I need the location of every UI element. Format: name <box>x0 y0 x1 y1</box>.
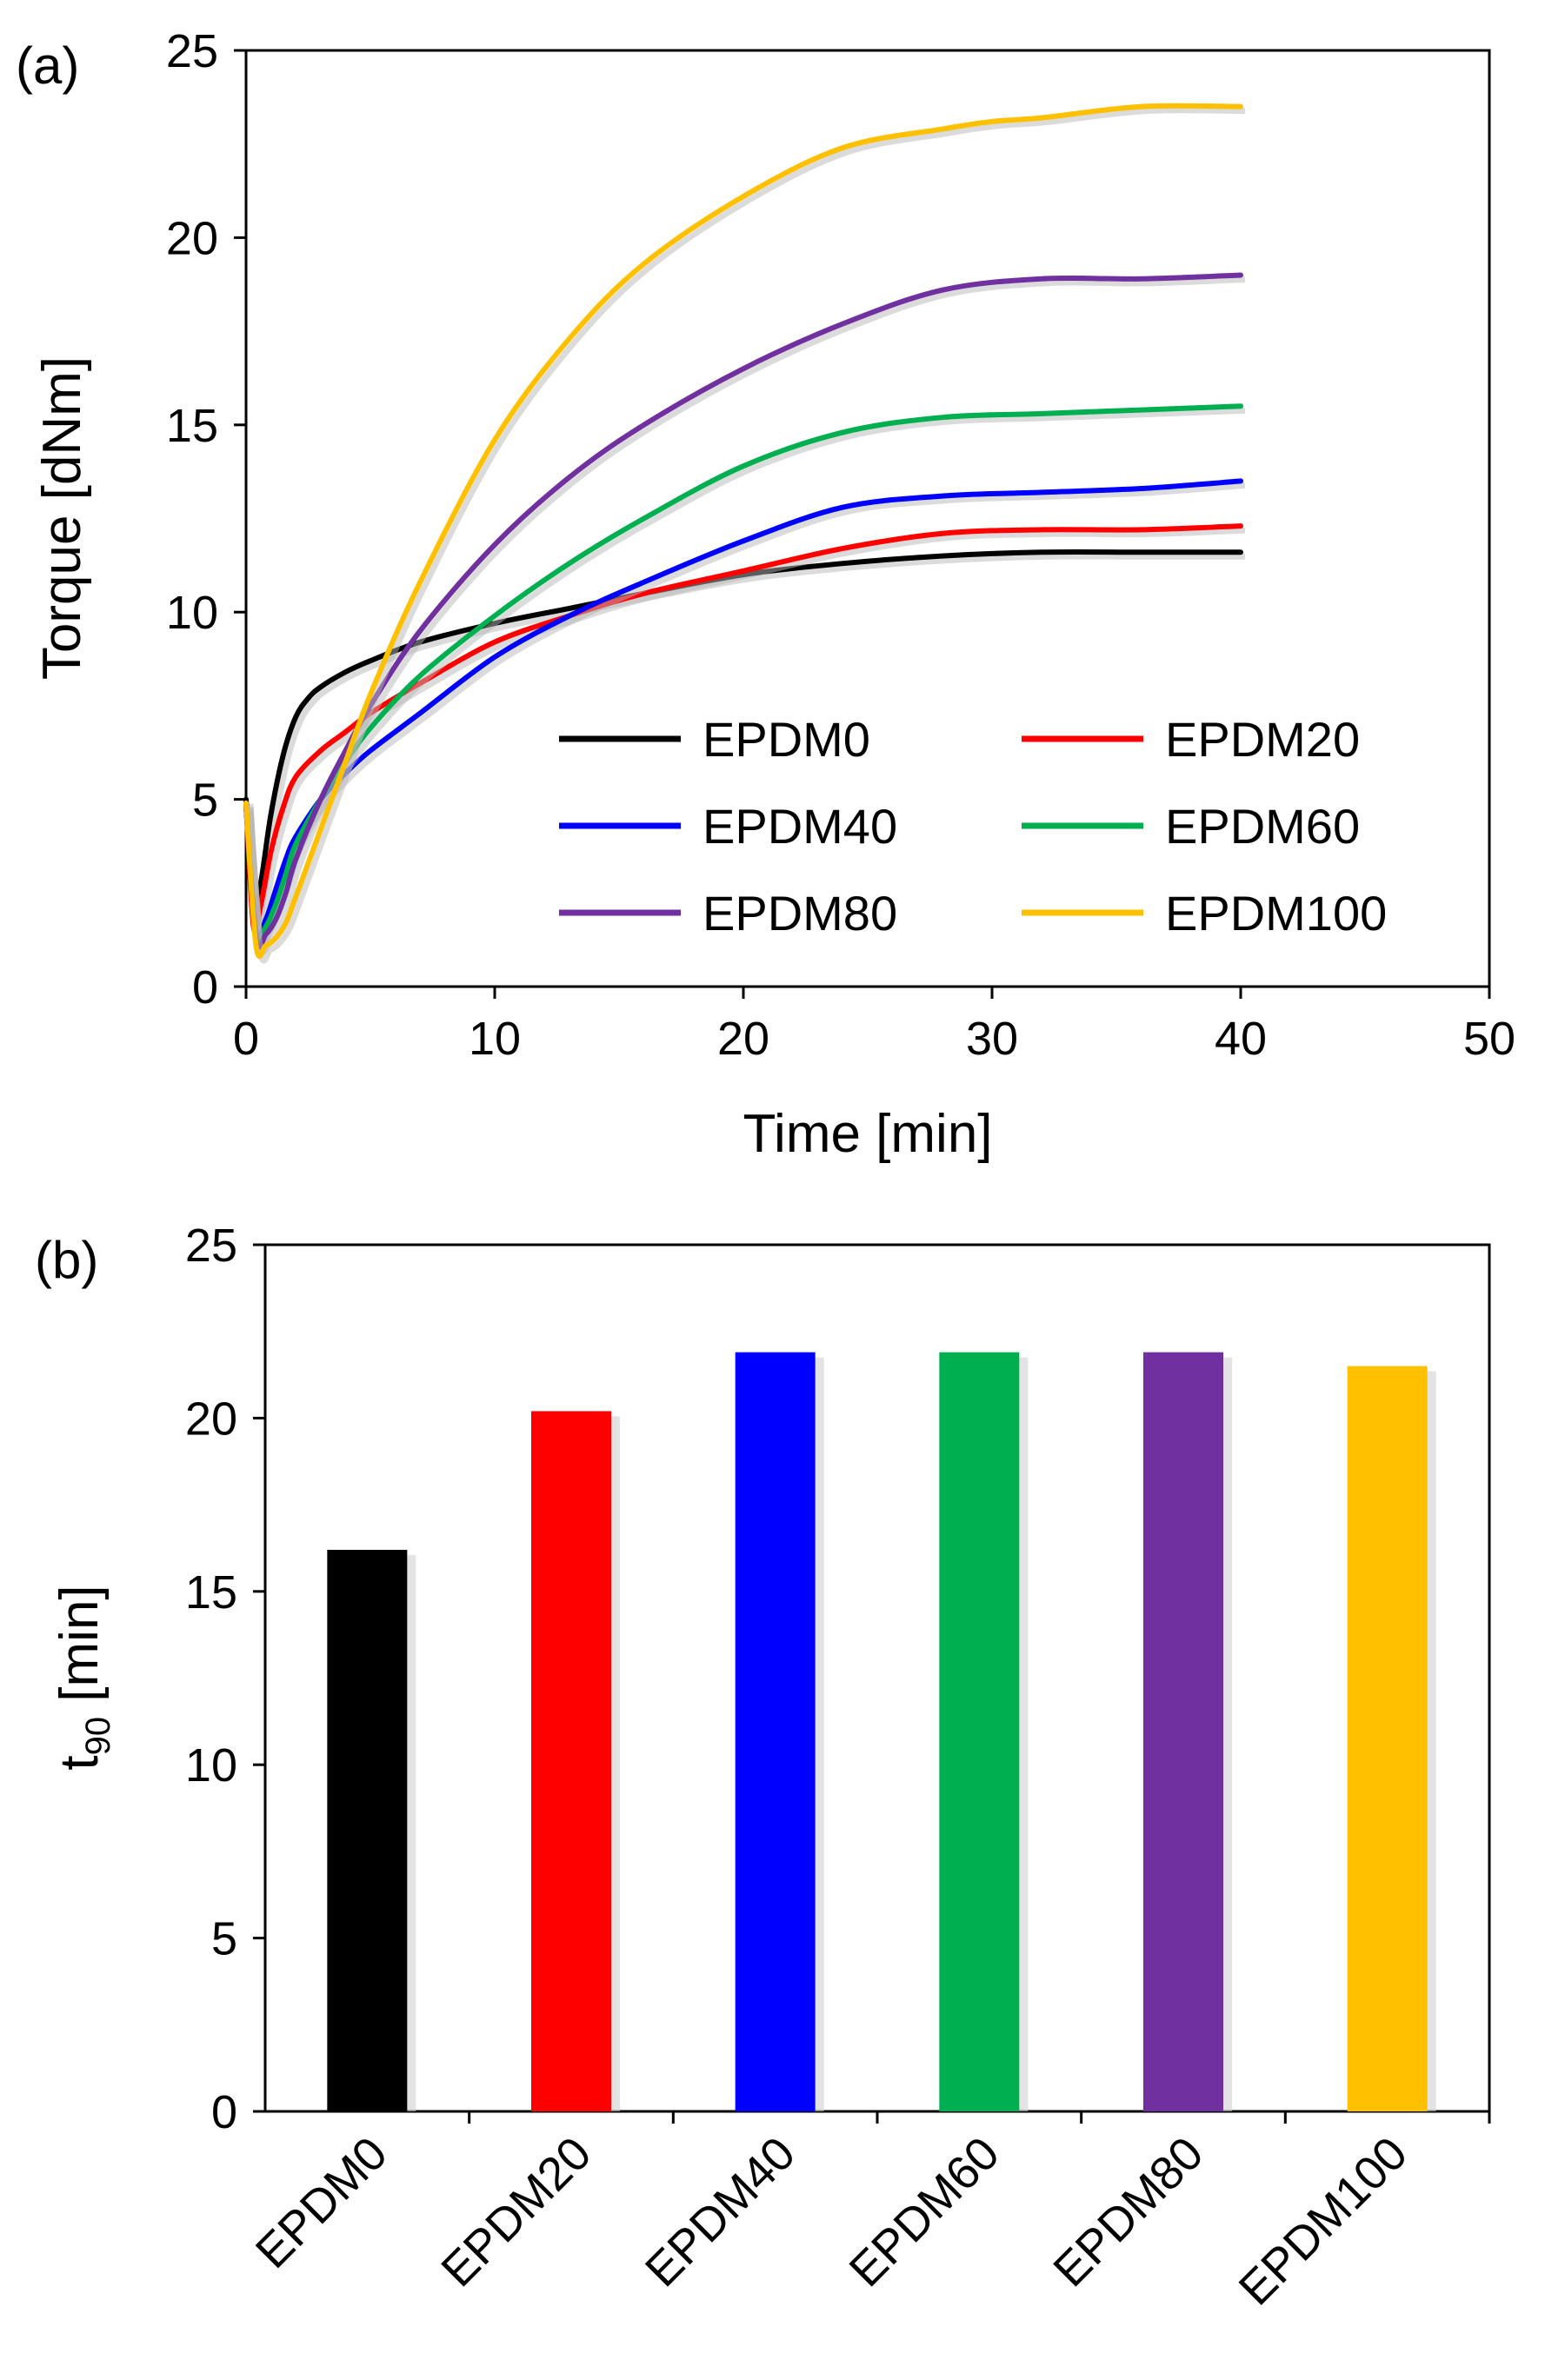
x-axis-title: Time [min] <box>743 1104 992 1164</box>
category-label-epdm100: EPDM100 <box>1229 2127 1417 2315</box>
category-label-epdm0: EPDM0 <box>246 2127 397 2278</box>
legend-label-epdm20: EPDM20 <box>1165 712 1360 767</box>
y-tick-label-b: 5 <box>211 1913 237 1965</box>
category-labels: EPDM0 EPDM20 EPDM40 EPDM60 EPDM80 EPDM100 <box>246 2127 1417 2315</box>
y-tick-label-b: 10 <box>185 1739 237 1792</box>
x-tick-label: 40 <box>1215 1013 1267 1065</box>
x-tick-label: 10 <box>469 1013 521 1065</box>
y-axis-title-unit: [min] <box>50 1585 110 1717</box>
legend-label-epdm60: EPDM60 <box>1165 799 1360 854</box>
y-tick-label: 15 <box>166 400 218 452</box>
bar-epdm20 <box>531 1411 611 2111</box>
legend-label-epdm0: EPDM0 <box>703 712 870 767</box>
y-tick-label: 25 <box>166 25 218 77</box>
bar-epdm60 <box>939 1352 1020 2111</box>
bar-epdm40 <box>735 1352 816 2111</box>
y-axis-title-b: t90 [min] <box>50 1585 117 1770</box>
plot-area-frame <box>244 49 1491 988</box>
panel-label-b: (b) <box>35 1231 98 1289</box>
y-axis-title-subscript: 90 <box>79 1717 117 1756</box>
y-tick-label-b: 15 <box>185 1566 237 1619</box>
series-line-epdm0 <box>243 548 1243 919</box>
legend-label-epdm80: EPDM80 <box>703 886 897 941</box>
bars <box>327 1352 1436 2111</box>
y-axis-title: Torque [dNm] <box>32 356 92 680</box>
series-line-epdm100 <box>243 103 1243 959</box>
series-shadow-epdm0 <box>247 553 1245 923</box>
bar-epdm80 <box>1143 1352 1223 2111</box>
y-tick-label-b: 25 <box>185 1220 237 1272</box>
series-lines <box>243 103 1246 964</box>
legend-label-epdm40: EPDM40 <box>703 799 897 854</box>
bar-epdm100 <box>1347 1366 1428 2111</box>
series-shadow-epdm100 <box>247 107 1246 964</box>
series-line-epdm80 <box>243 272 1243 950</box>
y-tick-label: 5 <box>192 774 218 827</box>
series-line-epdm40 <box>243 478 1243 941</box>
x-tick-label: 20 <box>717 1013 769 1065</box>
x-tick-label: 30 <box>966 1013 1018 1065</box>
x-tick-label: 50 <box>1463 1013 1515 1065</box>
category-label-epdm40: EPDM40 <box>636 2127 805 2297</box>
category-label-epdm60: EPDM60 <box>840 2127 1009 2297</box>
panel-label-a: (a) <box>16 37 79 95</box>
legend-label-epdm100: EPDM100 <box>1165 886 1387 941</box>
series-line-epdm20 <box>243 523 1243 935</box>
series-shadow-epdm20 <box>247 527 1246 940</box>
series-shadow-epdm80 <box>247 276 1246 954</box>
y-tick-label: 20 <box>166 212 218 264</box>
category-label-epdm20: EPDM20 <box>431 2127 601 2297</box>
y-tick-label: 0 <box>192 961 218 1014</box>
axis-ticks: 0 10 20 30 40 50 0 5 10 15 20 25 <box>166 25 1515 1065</box>
category-label-epdm80: EPDM80 <box>1043 2127 1213 2297</box>
axis-ticks-b: 0 5 10 15 20 25 <box>185 1220 1491 2138</box>
y-axis-title-main: t <box>50 1755 110 1770</box>
y-tick-label-b: 20 <box>185 1393 237 1445</box>
y-tick-label-b: 0 <box>211 2086 237 2138</box>
plot-area-frame-b <box>263 1243 1491 2113</box>
x-tick-label: 0 <box>233 1013 259 1065</box>
series-line-epdm60 <box>243 403 1243 945</box>
legend: EPDM0 EPDM20 EPDM40 EPDM60 EPDM80 EPDM100 <box>559 712 1387 941</box>
y-tick-label: 10 <box>166 587 218 639</box>
bar-epdm0 <box>327 1549 408 2111</box>
line-chart-panel: (a) 0 10 20 30 40 50 0 5 10 15 20 25 Time [min] Tor… <box>16 25 1515 1164</box>
